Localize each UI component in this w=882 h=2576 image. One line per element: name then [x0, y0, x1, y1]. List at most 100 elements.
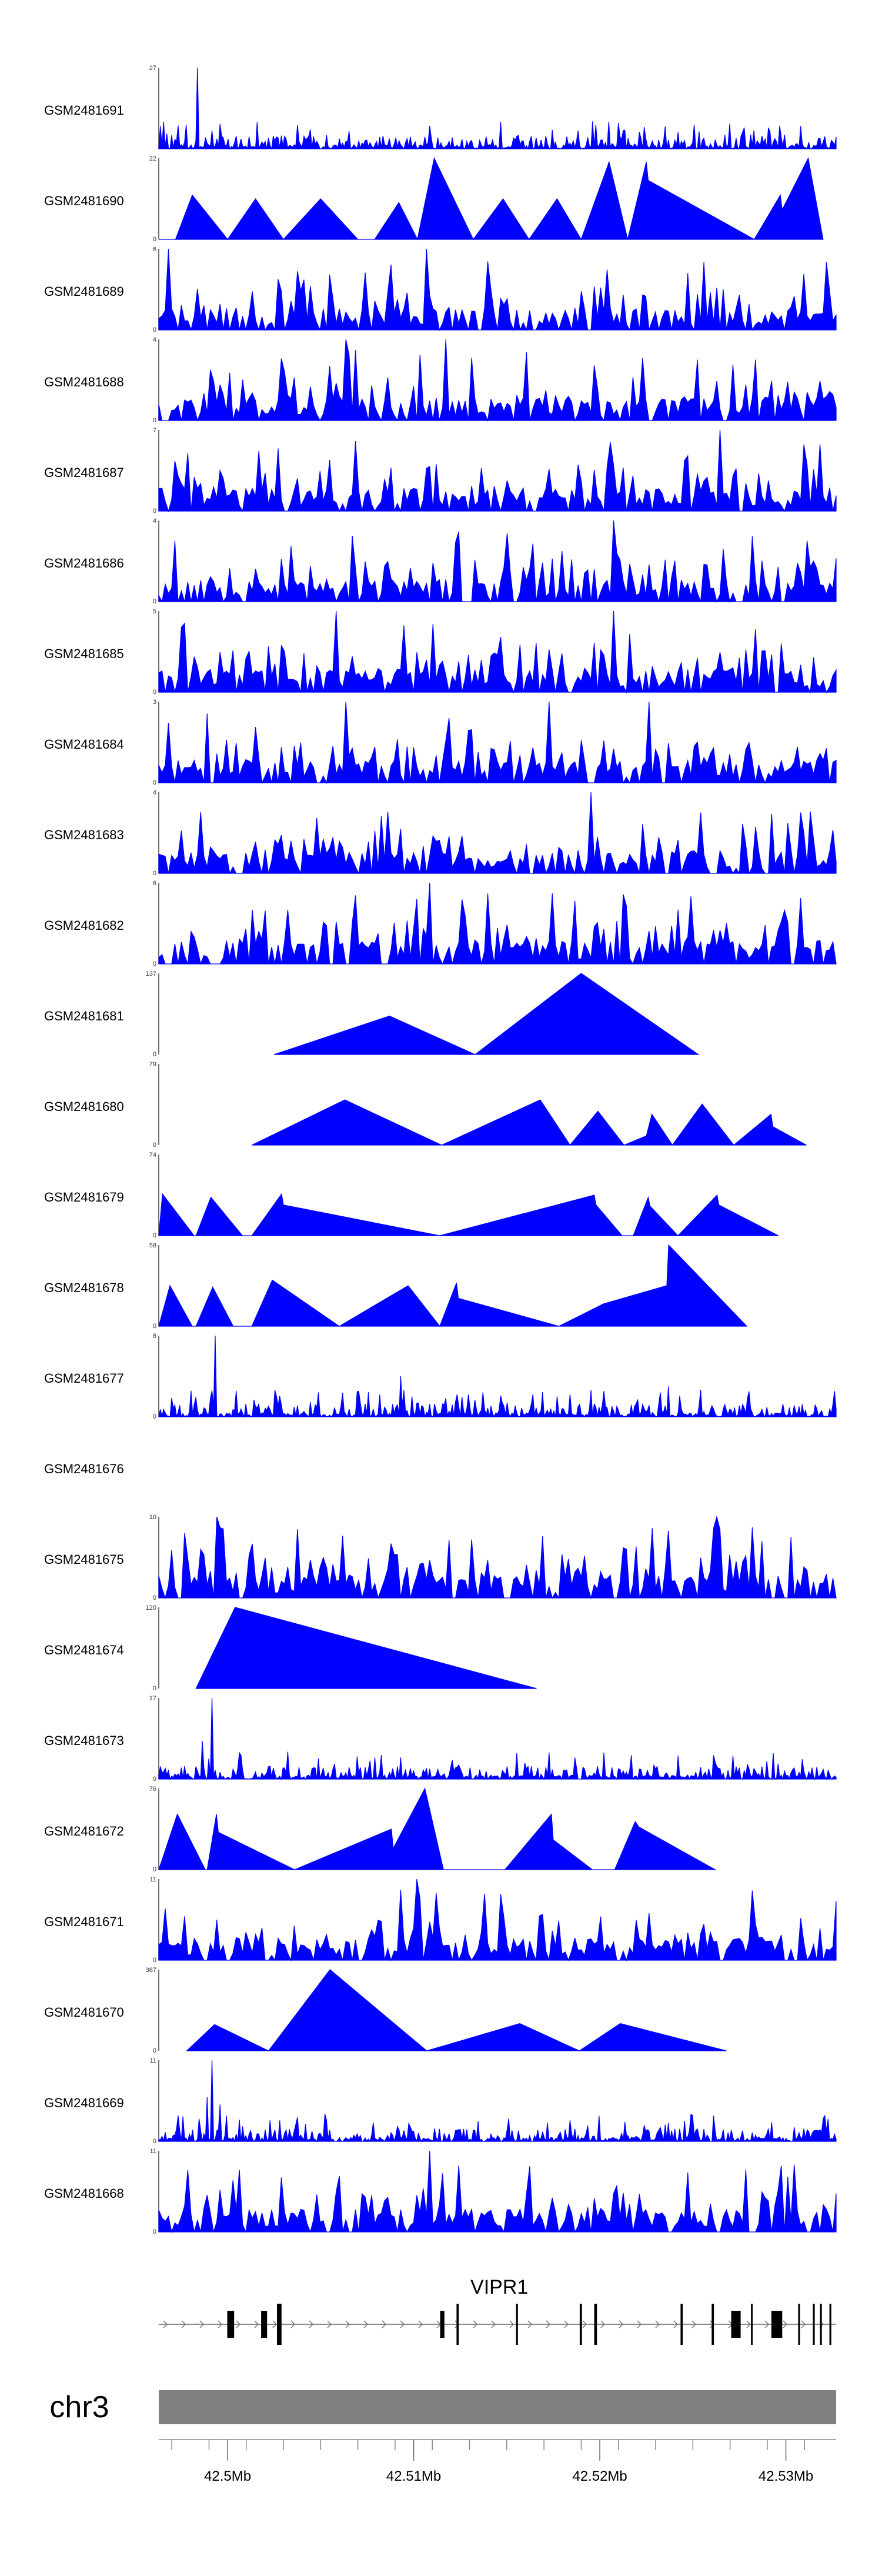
track-label: GSM2481671 [44, 1914, 124, 1929]
track-label: GSM2481678 [44, 1280, 124, 1295]
strand-arrow [199, 2320, 205, 2328]
strand-arrow [600, 2320, 606, 2328]
track-ymax-label: 58 [149, 1242, 156, 1249]
gene-exon [227, 2311, 235, 2338]
coverage-area [158, 1515, 837, 1600]
strand-arrow [673, 2320, 679, 2328]
track-ymin-label: 0 [153, 1776, 156, 1783]
track-gsm2481686: GSM2481686 4 0 [44, 518, 837, 605]
track-ymin-label: 0 [153, 417, 156, 424]
strand-arrow [564, 2320, 569, 2328]
coverage-area [158, 792, 837, 875]
track-gsm2481678: GSM2481678 58 0 [44, 1242, 748, 1330]
coverage-area [185, 1969, 727, 2051]
x-axis-tick-label: 42.52Mb [572, 2468, 627, 2484]
track-ymax-label: 17 [149, 1695, 156, 1702]
strand-arrow [491, 2320, 496, 2328]
track-ymax-label: 74 [149, 1152, 156, 1159]
gene-exon [279, 2304, 282, 2345]
coverage-area [158, 248, 837, 332]
track-gsm2481687: GSM2481687 7 0 [44, 427, 837, 515]
track-label: GSM2481675 [44, 1552, 124, 1567]
track-gsm2481688: GSM2481688 4 0 [44, 336, 837, 424]
tracks-layer: GSM248169127GSM2481690220GSM248168960GSM… [44, 65, 837, 2235]
coverage-area [158, 2150, 837, 2234]
track-label: GSM2481668 [44, 2186, 124, 2201]
track-ymax-label: 4 [153, 518, 156, 525]
strand-arrow [746, 2320, 751, 2328]
track-ymax-label: 11 [150, 2148, 156, 2155]
strand-arrow [272, 2320, 278, 2328]
track-ymin-label: 0 [153, 2138, 156, 2145]
track-label: GSM2481674 [44, 1643, 124, 1657]
track-gsm2481668: GSM2481668 11 0 [44, 2148, 837, 2235]
track-ymax-label: 137 [146, 970, 156, 977]
coverage-area [158, 339, 837, 422]
track-gsm2481672: GSM2481672 76 0 [44, 1786, 717, 1873]
chromosome-ideogram: chr3 [49, 2390, 836, 2424]
track-ymin-label: 0 [153, 1142, 156, 1149]
track-gsm2481670: GSM2481670 387 0 [44, 1967, 727, 2054]
strand-arrow [345, 2320, 350, 2328]
track-label: GSM2481679 [44, 1190, 124, 1204]
track-gsm2481685: GSM2481685 5 0 [44, 608, 837, 696]
track-ymax-label: 22 [149, 155, 156, 162]
coverage-area [274, 973, 700, 1055]
coverage-area [158, 701, 837, 785]
track-label: GSM2481677 [44, 1371, 124, 1386]
strand-arrow [400, 2320, 405, 2328]
track-label: GSM2481681 [44, 1009, 124, 1023]
coverage-area [251, 1099, 807, 1146]
track-ymin-label: 0 [153, 1051, 156, 1058]
gene-exon [751, 2304, 753, 2345]
track-gsm2481690: GSM2481690 22 0 [44, 155, 824, 243]
track-ymin-label: 0 [153, 779, 156, 786]
track-label: GSM2481669 [44, 2095, 124, 2110]
strand-arrow [254, 2320, 259, 2328]
track-gsm2481679: GSM2481679 74 0 [44, 1152, 779, 1239]
track-ymax-label: 79 [149, 1061, 156, 1068]
coverage-area [158, 429, 837, 513]
strand-arrow [764, 2320, 770, 2328]
strand-arrow [783, 2320, 788, 2328]
gene-exon [771, 2311, 783, 2338]
track-label: GSM2481690 [44, 193, 124, 208]
strand-arrow [218, 2320, 223, 2328]
track-label: GSM2481689 [44, 284, 124, 299]
coverage-area [158, 610, 837, 694]
gene-exon [440, 2311, 445, 2338]
coverage-area [159, 157, 824, 241]
strand-arrow [181, 2320, 186, 2328]
track-label: GSM2481687 [44, 465, 124, 480]
x-axis-tick-label: 42.53Mb [759, 2468, 813, 2484]
track-ymax-label: 11 [150, 2057, 156, 2064]
track-ymax-label: 3 [153, 699, 156, 706]
gene-exon [813, 2304, 815, 2345]
strand-arrow [236, 2320, 241, 2328]
track-ymin-label: 0 [153, 1413, 156, 1420]
strand-arrow [637, 2320, 642, 2328]
track-ymin-label: 0 [153, 689, 156, 696]
track-ymin-label: 0 [153, 236, 156, 243]
coverage-area [158, 1697, 837, 1781]
track-ymin-label: 0 [153, 2228, 156, 2235]
track-ymax-label: 6 [153, 880, 156, 887]
strand-arrow [582, 2320, 587, 2328]
track-ymin-label: 0 [153, 598, 156, 605]
track-label: GSM2481670 [44, 2005, 124, 2020]
track-ymin-label: 0 [153, 1685, 156, 1692]
gene-exon [261, 2311, 268, 2338]
track-gsm2481684: GSM2481684 3 0 [44, 699, 837, 786]
strand-arrow [290, 2320, 296, 2328]
strand-arrow [509, 2320, 514, 2328]
track-label: GSM2481680 [44, 1099, 124, 1114]
gene-exon [594, 2304, 597, 2345]
track-ymax-label: 387 [146, 1967, 156, 1974]
gene-exon [820, 2304, 822, 2345]
strand-arrow [619, 2320, 624, 2328]
chromosome-band [159, 2390, 836, 2424]
track-label: GSM2481682 [44, 918, 124, 933]
track-label: GSM2481691 [44, 103, 124, 118]
track-ymin-label: 0 [153, 508, 156, 515]
